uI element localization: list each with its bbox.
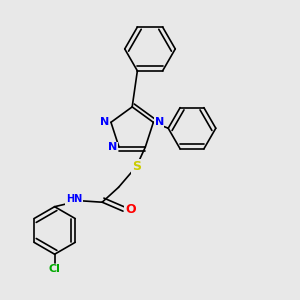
Text: Cl: Cl (49, 264, 61, 274)
Text: N: N (155, 117, 164, 127)
Text: N: N (109, 142, 118, 152)
Text: N: N (100, 117, 109, 127)
Text: O: O (125, 203, 136, 216)
Text: HN: HN (66, 194, 82, 204)
Text: S: S (132, 160, 141, 173)
